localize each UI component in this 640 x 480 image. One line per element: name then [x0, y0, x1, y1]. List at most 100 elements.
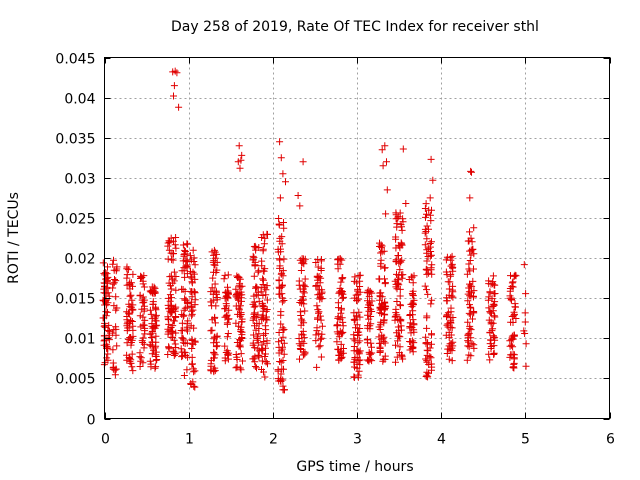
- data-point: [249, 300, 257, 308]
- data-point: [146, 330, 154, 338]
- y-tick-label: 0.025: [55, 212, 95, 228]
- data-point: [337, 278, 345, 286]
- data-point: [180, 372, 188, 379]
- data-point: [136, 363, 144, 370]
- data-point: [423, 286, 430, 294]
- data-point: [507, 318, 515, 326]
- data-point: [363, 335, 371, 343]
- data-point: [224, 351, 232, 359]
- data-point: [393, 285, 401, 293]
- data-point: [380, 319, 388, 327]
- data-point: [164, 255, 172, 263]
- data-point: [127, 279, 135, 287]
- data-point: [443, 350, 451, 357]
- data-point: [445, 355, 453, 363]
- data-point: [178, 348, 186, 356]
- data-point: [208, 284, 216, 292]
- data-point: [510, 272, 518, 280]
- data-point: [249, 355, 257, 363]
- data-point: [490, 300, 498, 308]
- data-point: [465, 343, 473, 351]
- data-point: [427, 354, 435, 362]
- data-point: [166, 238, 174, 246]
- data-point: [181, 295, 189, 303]
- data-point: [487, 343, 495, 350]
- data-point: [337, 309, 345, 317]
- data-point: [149, 298, 157, 306]
- data-point: [109, 260, 117, 268]
- data-point: [489, 325, 497, 333]
- data-point: [506, 337, 514, 345]
- data-point: [180, 311, 188, 319]
- data-point: [490, 351, 498, 358]
- data-point: [312, 337, 320, 345]
- data-point: [396, 333, 404, 341]
- data-point: [213, 296, 221, 304]
- data-point: [182, 296, 190, 304]
- data-point: [522, 290, 530, 298]
- data-point: [212, 343, 220, 351]
- data-point: [124, 266, 132, 274]
- x-tick-label: 6: [606, 432, 615, 448]
- data-point: [338, 294, 346, 302]
- data-point: [251, 262, 259, 270]
- data-point: [139, 293, 147, 301]
- data-point: [396, 343, 404, 351]
- data-point: [140, 272, 148, 280]
- data-point: [354, 285, 362, 293]
- data-point: [109, 346, 117, 354]
- y-tick-label: 0.01: [64, 332, 95, 348]
- data-point: [209, 296, 217, 304]
- data-point: [301, 350, 309, 358]
- data-point: [169, 256, 177, 264]
- data-point: [399, 218, 407, 226]
- data-point: [152, 306, 160, 314]
- data-point: [423, 246, 431, 254]
- data-point: [259, 247, 267, 255]
- data-point: [337, 340, 345, 348]
- data-point: [316, 312, 324, 320]
- data-point: [338, 288, 346, 295]
- data-point: [140, 305, 148, 313]
- data-point: [167, 285, 175, 293]
- data-point: [316, 342, 324, 350]
- data-point: [102, 275, 110, 283]
- data-point: [211, 254, 219, 262]
- data-point: [317, 257, 325, 265]
- data-point: [123, 339, 131, 347]
- data-point: [152, 332, 160, 340]
- data-point: [188, 279, 196, 287]
- data-point: [183, 323, 191, 331]
- data-point: [237, 326, 245, 334]
- data-point: [355, 295, 363, 303]
- data-point: [485, 316, 493, 324]
- data-point: [405, 276, 413, 283]
- y-tick-label: 0.04: [64, 92, 95, 108]
- data-point: [170, 237, 177, 245]
- data-point: [280, 350, 288, 358]
- data-point: [183, 366, 191, 374]
- data-point: [150, 323, 158, 331]
- data-point: [423, 235, 431, 243]
- data-point: [172, 303, 180, 311]
- data-point: [356, 325, 364, 332]
- data-point: [173, 69, 181, 77]
- x-tick-label: 4: [437, 432, 446, 448]
- data-point: [443, 271, 451, 279]
- x-tick-label: 2: [269, 432, 278, 448]
- data-point: [465, 351, 473, 359]
- data-point: [364, 311, 372, 319]
- data-point: [223, 312, 231, 320]
- data-point: [428, 238, 435, 246]
- data-point: [297, 321, 305, 329]
- data-point: [101, 323, 109, 331]
- data-point: [377, 249, 385, 257]
- data-point: [317, 335, 325, 343]
- x-tick-label: 0: [101, 432, 110, 448]
- y-tick-label: 0.045: [55, 52, 95, 68]
- data-point: [512, 303, 519, 311]
- data-point: [187, 273, 195, 281]
- data-point: [312, 282, 320, 290]
- data-point: [296, 202, 304, 210]
- data-point: [191, 337, 199, 345]
